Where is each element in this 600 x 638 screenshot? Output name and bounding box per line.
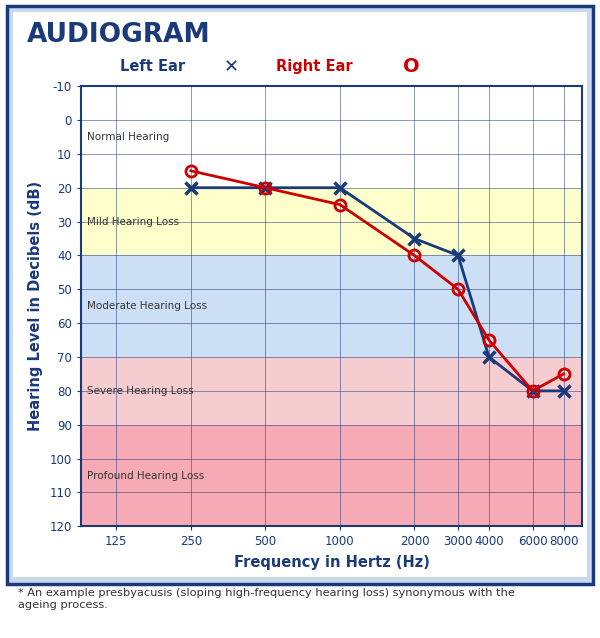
Text: Profound Hearing Loss: Profound Hearing Loss (87, 471, 204, 480)
Text: Moderate Hearing Loss: Moderate Hearing Loss (87, 301, 207, 311)
Y-axis label: Hearing Level in Decibels (dB): Hearing Level in Decibels (dB) (28, 181, 43, 431)
Text: O: O (403, 57, 419, 77)
Bar (81, 357, 582, 425)
Text: Normal Hearing: Normal Hearing (87, 132, 169, 142)
Text: Left Ear: Left Ear (120, 59, 185, 75)
Bar (81, 188, 582, 255)
X-axis label: Frequency in Hertz (Hz): Frequency in Hertz (Hz) (233, 555, 430, 570)
Bar (81, 86, 582, 188)
Text: Mild Hearing Loss: Mild Hearing Loss (87, 216, 179, 226)
Bar (81, 425, 582, 526)
Text: ✕: ✕ (223, 58, 239, 76)
Text: Severe Hearing Loss: Severe Hearing Loss (87, 386, 193, 396)
Text: AUDIOGRAM: AUDIOGRAM (27, 22, 211, 48)
Text: * An example presbyacusis (sloping high-frequency hearing loss) synonymous with : * An example presbyacusis (sloping high-… (18, 588, 515, 610)
Text: Right Ear: Right Ear (276, 59, 353, 75)
Bar (81, 255, 582, 357)
